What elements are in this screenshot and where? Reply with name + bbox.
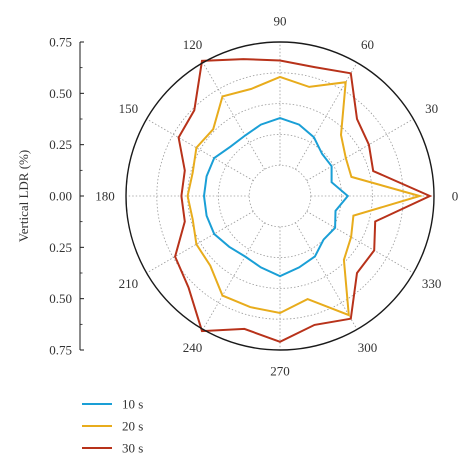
outer-circle (125, 41, 435, 351)
grid-spoke (146, 211, 254, 274)
angular-tick-label: 330 (422, 276, 442, 291)
angular-tick-label: 90 (274, 14, 287, 29)
angular-tick-label: 120 (183, 37, 203, 52)
series-layer (174, 58, 433, 343)
angular-tick-label: 150 (119, 101, 139, 116)
grid-circle (187, 103, 373, 289)
radial-tick-label: 0.00 (49, 189, 72, 204)
polar-frame (125, 41, 435, 351)
angular-tick-label: 300 (358, 340, 378, 355)
legend-label: 30 s (122, 441, 143, 456)
series-line (186, 75, 424, 317)
angular-tick-label: 180 (95, 189, 115, 204)
grid-spoke (146, 118, 254, 181)
angular-tick-labels: 0 30 60 90 120 150 180 210 240 270 300 330 (95, 14, 458, 379)
radial-axis: 0.75 0.50 0.25 0.00 0.25 0.50 0.75 (49, 35, 84, 358)
radial-tick-label: 0.25 (49, 240, 72, 255)
angular-tick-label: 30 (425, 101, 438, 116)
angular-tick-label: 60 (361, 37, 374, 52)
legend-label: 10 s (122, 397, 143, 412)
radial-tick-label: 0.75 (49, 35, 72, 50)
legend: 10 s 20 s 30 s (82, 397, 143, 456)
legend-label: 20 s (122, 419, 143, 434)
grid-spoke (295, 62, 358, 170)
angular-tick-label: 270 (270, 364, 290, 379)
series-line (174, 58, 433, 343)
radial-tick-label: 0.25 (49, 137, 72, 152)
grid-circle (217, 133, 342, 258)
angular-tick-label: 0 (452, 189, 459, 204)
series-line (202, 116, 350, 278)
grid-spoke (306, 211, 414, 274)
grid-circle (248, 164, 312, 228)
grid-spoke (202, 62, 265, 170)
y-axis-title: Vertical LDR (%) (16, 150, 31, 242)
radial-tick-label: 0.75 (49, 343, 72, 358)
grid-spoke (202, 222, 265, 330)
angular-tick-label: 240 (183, 340, 203, 355)
polar-grid (126, 42, 434, 350)
angular-tick-label: 210 (119, 276, 139, 291)
grid-spoke (306, 118, 414, 181)
radial-tick-label: 0.50 (49, 86, 72, 101)
grid-spoke (295, 222, 358, 330)
radial-tick-label: 0.50 (49, 291, 72, 306)
